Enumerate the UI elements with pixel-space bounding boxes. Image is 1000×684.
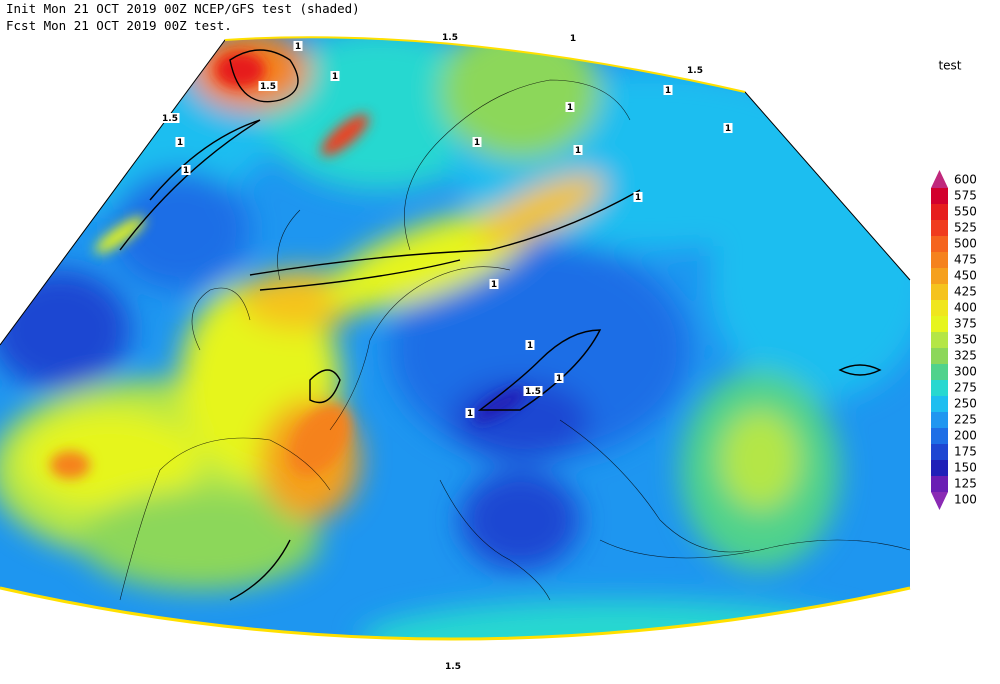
contour-label-box [523,386,543,396]
colorbar-swatch [931,412,948,428]
contour-label: 1 [491,280,497,290]
colorbar-label: 350 [954,333,977,347]
colorbar-swatch [931,236,948,252]
colorbar-swatch [931,380,948,396]
colorbar-label: 325 [954,349,977,363]
header-line2: Fcst Mon 21 OCT 2019 00Z test. [6,18,232,33]
contour-label-box [258,81,278,91]
contour-label: 1 [527,341,533,351]
colorbar-label: 550 [954,205,977,219]
colorbar-label: 500 [954,237,977,251]
contour-label-box [489,279,499,289]
colorbar-swatch [931,204,948,220]
contour-label: 1 [635,193,641,203]
colorbar: test 100 125 150 175 200 225 250 275 300 325 350 37… [931,59,977,510]
contour-label-box [685,65,705,75]
colorbar-label: 475 [954,253,977,267]
contour-label: 1 [665,86,671,96]
contour-label-box [330,71,340,81]
colorbar-title: test [938,59,961,73]
contour-label: 1 [575,146,581,156]
colorbar-swatch [931,348,948,364]
contour-label: 1 [725,124,731,134]
colorbar-label: 425 [954,285,977,299]
contour-labels: 1.5 1 1 1.5 1 1.5 1 1 1.5 1 1 1 1 1 1 1 1 1 1.5 1 1.5 [160,32,733,672]
contour-label: 1 [177,138,183,148]
colorbar-label: 400 [954,301,977,315]
colorbar-label: 125 [954,477,977,491]
domain-edge-top [224,36,746,93]
colorbar-swatch [931,220,948,236]
colorbar-label: 100 [954,493,977,507]
contour-label-box [293,41,303,51]
contour-label: 1 [556,374,562,384]
colorbar-label: 450 [954,269,977,283]
contour-label: 1 [567,103,573,113]
contour-label-box [443,661,463,671]
shaded-field [0,37,910,639]
contour-label: 1.5 [260,82,276,92]
contour-label-box [160,113,180,123]
colorbar-swatch [931,316,948,332]
contour-label: 1.5 [442,33,458,43]
colorbar-swatch [931,444,948,460]
colorbar-swatch [931,332,948,348]
contours [119,49,882,601]
colorbar-swatch [931,428,948,444]
colorbar-swatch [931,300,948,316]
contour-label: 1.5 [687,66,703,76]
contour-label-box [565,102,575,112]
colorbar-arrow [931,492,948,510]
contour-label-box [525,340,535,350]
contour-label: 1.5 [162,114,178,124]
colorbar-label: 150 [954,461,977,475]
colorbar-label: 175 [954,445,977,459]
contour-label-box [573,145,583,155]
colorbar-swatch [931,284,948,300]
colorbar-label: 600 [954,173,977,187]
colorbar-label: 225 [954,413,977,427]
contour-label-box [465,408,475,418]
contour-label-box [633,192,643,202]
contour-label: 1 [474,138,480,148]
contour-label-box [568,33,578,43]
colorbar-label: 575 [954,189,977,203]
colorbar-label: 200 [954,429,977,443]
contour-label-box [175,137,185,147]
coastlines [119,79,910,601]
colorbar-swatch [931,476,948,492]
colorbar-label: 375 [954,317,977,331]
colorbar-label: 300 [954,365,977,379]
contour-label: 1 [332,72,338,82]
contour-label-box [554,373,564,383]
contour-label: 1 [183,166,189,176]
colorbar-label: 525 [954,221,977,235]
domain-edge-bottom [0,586,911,641]
contour-label: 1 [467,409,473,419]
colorbar-swatch [931,188,948,204]
colorbar-swatch [931,364,948,380]
contour-label-box [723,123,733,133]
header-line1: Init Mon 21 OCT 2019 00Z NCEP/GFS test (… [6,1,360,16]
contour-label-box [663,85,673,95]
colorbar-arrow [931,170,948,188]
colorbar-swatch [931,268,948,284]
contour-label: 1 [295,42,301,52]
contour-label-box [472,137,482,147]
colorbar-label: 250 [954,397,977,411]
contour-label: 1.5 [445,662,461,672]
colorbar-swatch [931,396,948,412]
colorbar-label: 275 [954,381,977,395]
colorbar-swatch [931,460,948,476]
colorbar-swatch [931,252,948,268]
contour-label-box [181,165,191,175]
contour-label-box [440,32,460,42]
contour-label: 1.5 [525,387,541,397]
contour-label: 1 [570,34,576,44]
